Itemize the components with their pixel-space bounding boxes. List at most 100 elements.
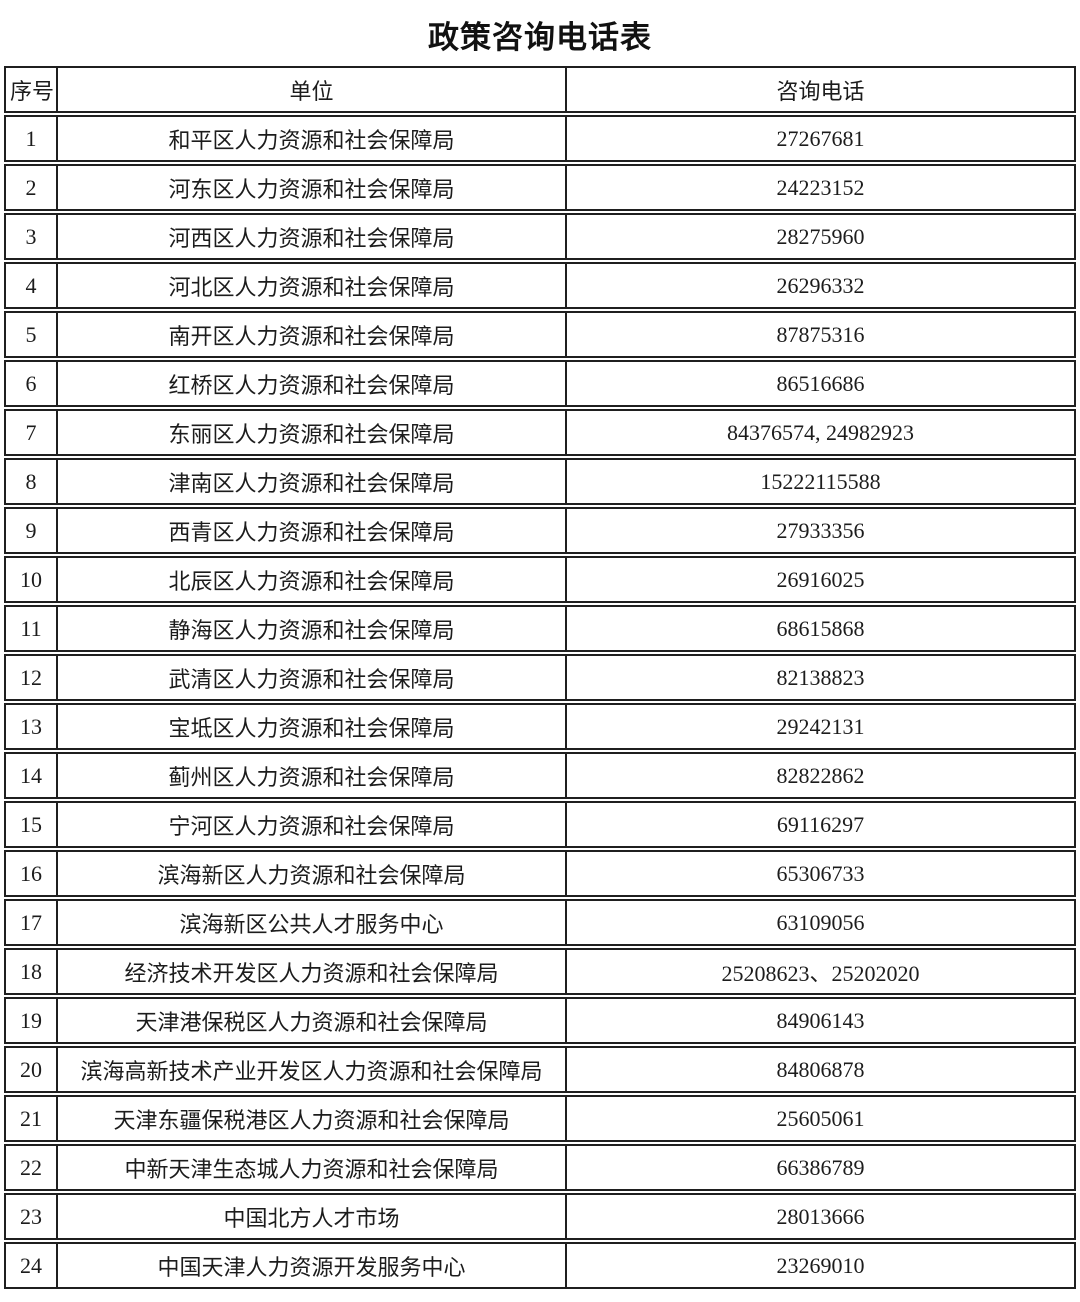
table-row: 13 宝坻区人力资源和社会保障局 29242131 — [4, 703, 1076, 750]
phone-cell: 87875316 — [567, 311, 1076, 358]
phone-cell: 27267681 — [567, 115, 1076, 162]
phone-cell: 26296332 — [567, 262, 1076, 309]
phone-cell: 27933356 — [567, 507, 1076, 554]
unit-cell: 滨海新区公共人才服务中心 — [58, 899, 567, 946]
row-number-cell: 24 — [4, 1242, 58, 1289]
phone-cell: 63109056 — [567, 899, 1076, 946]
phone-cell: 25605061 — [567, 1095, 1076, 1142]
phone-cell: 82138823 — [567, 654, 1076, 701]
table-body: 1 和平区人力资源和社会保障局 27267681 2 河东区人力资源和社会保障局… — [4, 115, 1076, 1289]
table-row: 9 西青区人力资源和社会保障局 27933356 — [4, 507, 1076, 554]
phone-cell: 86516686 — [567, 360, 1076, 407]
unit-cell: 中国天津人力资源开发服务中心 — [58, 1242, 567, 1289]
phone-cell: 15222115588 — [567, 458, 1076, 505]
unit-cell: 宝坻区人力资源和社会保障局 — [58, 703, 567, 750]
row-number-cell: 10 — [4, 556, 58, 603]
table-row: 5 南开区人力资源和社会保障局 87875316 — [4, 311, 1076, 358]
row-number-cell: 3 — [4, 213, 58, 260]
table-row: 20 滨海高新技术产业开发区人力资源和社会保障局 84806878 — [4, 1046, 1076, 1093]
header-unit: 单位 — [58, 66, 567, 113]
unit-cell: 天津东疆保税港区人力资源和社会保障局 — [58, 1095, 567, 1142]
table-row: 7 东丽区人力资源和社会保障局 84376574, 24982923 — [4, 409, 1076, 456]
row-number-cell: 5 — [4, 311, 58, 358]
phone-cell: 28013666 — [567, 1193, 1076, 1240]
row-number-cell: 4 — [4, 262, 58, 309]
unit-cell: 红桥区人力资源和社会保障局 — [58, 360, 567, 407]
unit-cell: 武清区人力资源和社会保障局 — [58, 654, 567, 701]
row-number-cell: 1 — [4, 115, 58, 162]
table-row: 6 红桥区人力资源和社会保障局 86516686 — [4, 360, 1076, 407]
unit-cell: 天津港保税区人力资源和社会保障局 — [58, 997, 567, 1044]
table-row: 11 静海区人力资源和社会保障局 68615868 — [4, 605, 1076, 652]
row-number-cell: 8 — [4, 458, 58, 505]
unit-cell: 西青区人力资源和社会保障局 — [58, 507, 567, 554]
table-row: 16 滨海新区人力资源和社会保障局 65306733 — [4, 850, 1076, 897]
row-number-cell: 18 — [4, 948, 58, 995]
row-number-cell: 15 — [4, 801, 58, 848]
phone-cell: 26916025 — [567, 556, 1076, 603]
table-row: 22 中新天津生态城人力资源和社会保障局 66386789 — [4, 1144, 1076, 1191]
unit-cell: 滨海高新技术产业开发区人力资源和社会保障局 — [58, 1046, 567, 1093]
phone-cell: 24223152 — [567, 164, 1076, 211]
phone-cell: 65306733 — [567, 850, 1076, 897]
table-header-row: 序号 单位 咨询电话 — [4, 66, 1076, 113]
table-row: 24 中国天津人力资源开发服务中心 23269010 — [4, 1242, 1076, 1289]
table-row: 1 和平区人力资源和社会保障局 27267681 — [4, 115, 1076, 162]
table-row: 23 中国北方人才市场 28013666 — [4, 1193, 1076, 1240]
header-serial-number: 序号 — [4, 66, 58, 113]
row-number-cell: 13 — [4, 703, 58, 750]
page-title: 政策咨询电话表 — [428, 20, 652, 55]
unit-cell: 北辰区人力资源和社会保障局 — [58, 556, 567, 603]
unit-cell: 中国北方人才市场 — [58, 1193, 567, 1240]
table-row: 3 河西区人力资源和社会保障局 28275960 — [4, 213, 1076, 260]
phone-cell: 82822862 — [567, 752, 1076, 799]
row-number-cell: 14 — [4, 752, 58, 799]
phone-cell: 29242131 — [567, 703, 1076, 750]
row-number-cell: 7 — [4, 409, 58, 456]
table-row: 14 蓟州区人力资源和社会保障局 82822862 — [4, 752, 1076, 799]
unit-cell: 津南区人力资源和社会保障局 — [58, 458, 567, 505]
row-number-cell: 12 — [4, 654, 58, 701]
table-row: 10 北辰区人力资源和社会保障局 26916025 — [4, 556, 1076, 603]
unit-cell: 河北区人力资源和社会保障局 — [58, 262, 567, 309]
table-row: 18 经济技术开发区人力资源和社会保障局 25208623、25202020 — [4, 948, 1076, 995]
unit-cell: 经济技术开发区人力资源和社会保障局 — [58, 948, 567, 995]
phone-cell: 23269010 — [567, 1242, 1076, 1289]
row-number-cell: 20 — [4, 1046, 58, 1093]
unit-cell: 中新天津生态城人力资源和社会保障局 — [58, 1144, 567, 1191]
row-number-cell: 23 — [4, 1193, 58, 1240]
unit-cell: 和平区人力资源和社会保障局 — [58, 115, 567, 162]
table-row: 21 天津东疆保税港区人力资源和社会保障局 25605061 — [4, 1095, 1076, 1142]
row-number-cell: 9 — [4, 507, 58, 554]
unit-cell: 东丽区人力资源和社会保障局 — [58, 409, 567, 456]
phone-cell: 66386789 — [567, 1144, 1076, 1191]
row-number-cell: 2 — [4, 164, 58, 211]
table-row: 2 河东区人力资源和社会保障局 24223152 — [4, 164, 1076, 211]
row-number-cell: 17 — [4, 899, 58, 946]
unit-cell: 河西区人力资源和社会保障局 — [58, 213, 567, 260]
table-row: 15 宁河区人力资源和社会保障局 69116297 — [4, 801, 1076, 848]
unit-cell: 滨海新区人力资源和社会保障局 — [58, 850, 567, 897]
phone-cell: 25208623、25202020 — [567, 948, 1076, 995]
table-row: 12 武清区人力资源和社会保障局 82138823 — [4, 654, 1076, 701]
phone-cell: 84376574, 24982923 — [567, 409, 1076, 456]
table-row: 17 滨海新区公共人才服务中心 63109056 — [4, 899, 1076, 946]
table-row: 19 天津港保税区人力资源和社会保障局 84906143 — [4, 997, 1076, 1044]
row-number-cell: 16 — [4, 850, 58, 897]
phone-cell: 84806878 — [567, 1046, 1076, 1093]
unit-cell: 静海区人力资源和社会保障局 — [58, 605, 567, 652]
unit-cell: 河东区人力资源和社会保障局 — [58, 164, 567, 211]
phone-cell: 69116297 — [567, 801, 1076, 848]
row-number-cell: 6 — [4, 360, 58, 407]
phone-cell: 84906143 — [567, 997, 1076, 1044]
unit-cell: 蓟州区人力资源和社会保障局 — [58, 752, 567, 799]
row-number-cell: 11 — [4, 605, 58, 652]
row-number-cell: 21 — [4, 1095, 58, 1142]
header-phone: 咨询电话 — [567, 66, 1076, 113]
unit-cell: 南开区人力资源和社会保障局 — [58, 311, 567, 358]
unit-cell: 宁河区人力资源和社会保障局 — [58, 801, 567, 848]
row-number-cell: 19 — [4, 997, 58, 1044]
row-number-cell: 22 — [4, 1144, 58, 1191]
table-row: 8 津南区人力资源和社会保障局 15222115588 — [4, 458, 1076, 505]
phone-cell: 28275960 — [567, 213, 1076, 260]
